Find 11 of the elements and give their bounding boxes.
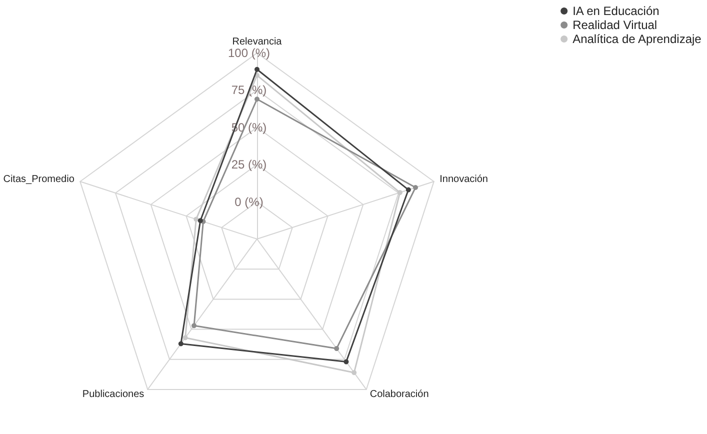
legend-label: IA en Educación: [572, 4, 660, 18]
spoke-label: Innovación: [440, 174, 488, 186]
spoke-label: Colaboración: [370, 388, 429, 400]
legend-label: Analítica de Aprendizaje: [572, 32, 702, 46]
spoke-label: Publicaciones: [82, 388, 144, 400]
legend-label: Realidad Virtual: [572, 18, 658, 32]
spoke-label: Citas_Promedio: [3, 174, 75, 186]
y-tick-label: 0 (%): [234, 194, 264, 209]
y-tick-label: 100 (%): [228, 46, 270, 60]
spoke-label: Relevancia: [232, 36, 282, 48]
y-tick-label: 25 (%): [231, 158, 267, 172]
